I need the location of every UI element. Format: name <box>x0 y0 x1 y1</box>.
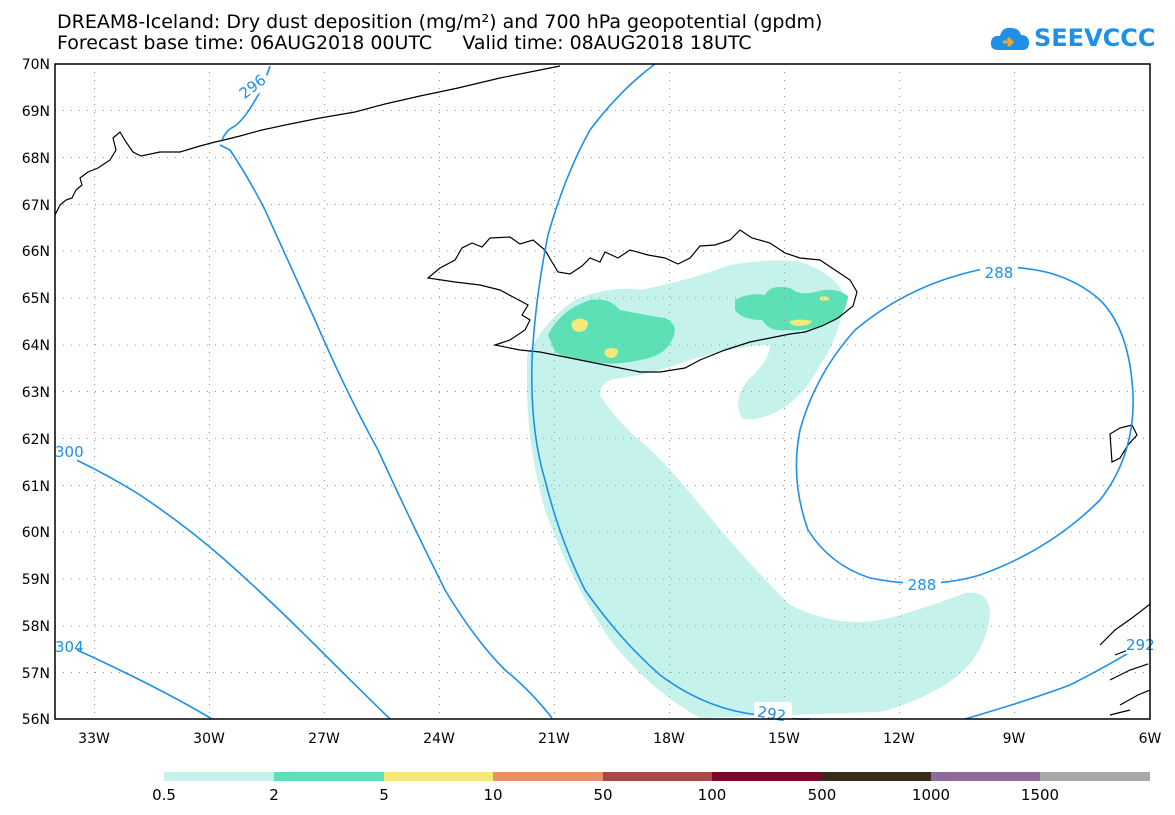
legend-swatch-7 <box>822 772 931 781</box>
lon-label-9w: 9W <box>1003 731 1026 747</box>
legend-swatch-8 <box>931 772 1040 781</box>
legend-label-50: 50 <box>593 786 613 804</box>
lat-label-62n: 62N <box>22 432 50 448</box>
map-title: DREAM8-Iceland: Dry dust deposition (mg/… <box>57 11 823 33</box>
legend-swatch-1 <box>164 772 274 781</box>
contour-292 <box>530 63 811 720</box>
scotland-coast <box>1099 603 1151 716</box>
dust-area-high-3 <box>789 319 812 326</box>
greenland-coast <box>54 65 561 216</box>
lat-label-63n: 63N <box>22 385 50 401</box>
lat-label-69n: 69N <box>22 104 50 120</box>
contour-304 <box>54 639 213 720</box>
contour-label-288-top: 288 <box>985 264 1014 282</box>
lat-label-70n: 70N <box>22 57 50 73</box>
contour-300 <box>54 449 391 720</box>
legend-label-500: 500 <box>807 786 837 804</box>
lat-label-67n: 67N <box>22 198 50 214</box>
legend-label-0-5: 0.5 <box>152 786 176 804</box>
lat-label-58n: 58N <box>22 619 50 635</box>
contour-label-292-east: 292 <box>1126 636 1155 654</box>
lat-label-61n: 61N <box>22 479 50 495</box>
lat-label-59n: 59N <box>22 572 50 588</box>
lon-label-18w: 18W <box>653 731 685 747</box>
cloud-icon <box>990 27 1029 50</box>
lon-label-15w: 15W <box>768 731 800 747</box>
contour-292-east <box>964 639 1151 720</box>
dust-area-light <box>527 260 990 718</box>
dust-area-medium-2 <box>735 286 848 331</box>
lon-label-21w: 21W <box>538 731 570 747</box>
logo-text: SEEVCCC <box>1034 24 1156 52</box>
dust-area-medium-1 <box>548 299 675 364</box>
legend-swatch-3 <box>384 772 493 781</box>
lon-label-12w: 12W <box>883 731 915 747</box>
legend-swatch-2 <box>274 772 384 781</box>
dust-area-high-2 <box>604 348 618 358</box>
legend-label-100: 100 <box>697 786 727 804</box>
lat-label-57n: 57N <box>22 666 50 682</box>
lat-label-56n: 56N <box>22 712 50 728</box>
contour-296 <box>219 144 553 719</box>
seevccc-logo: SEEVCCC <box>990 18 1156 58</box>
lat-label-64n: 64N <box>22 338 50 354</box>
legend-swatch-5 <box>603 772 712 781</box>
lat-label-66n: 66N <box>22 244 50 260</box>
legend-label-1500: 1500 <box>1020 786 1060 804</box>
lat-label-68n: 68N <box>22 151 50 167</box>
contour-288 <box>795 266 1134 585</box>
dust-area-high-4 <box>820 296 830 301</box>
legend-label-2: 2 <box>269 786 279 804</box>
contour-label-292: 292 <box>756 703 787 726</box>
dust-area-high-1 <box>571 318 588 332</box>
lat-label-60n: 60N <box>22 525 50 541</box>
lat-labels: 70N 69N 68N 67N 66N 65N 64N 63N 62N 61N … <box>22 57 50 728</box>
contour-label-304: 304 <box>55 638 84 656</box>
contour-label-300: 300 <box>55 443 84 461</box>
iceland-coast <box>426 229 858 373</box>
map-subtitle: Forecast base time: 06AUG2018 00UTC Vali… <box>57 32 752 54</box>
lon-labels: 33W 30W 27W 24W 21W 18W 15W 12W 9W 6W <box>78 731 1161 747</box>
faroe-islands <box>1109 424 1138 463</box>
lon-label-30w: 30W <box>193 731 225 747</box>
map-frame <box>54 63 1151 720</box>
legend-swatch-6 <box>712 772 822 781</box>
legend-colorbar <box>164 772 1150 781</box>
lon-label-24w: 24W <box>423 731 455 747</box>
lat-label-65n: 65N <box>22 291 50 307</box>
legend-label-5: 5 <box>379 786 389 804</box>
contour-label-288-bottom: 288 <box>908 576 937 594</box>
legend-swatch-9 <box>1040 772 1150 781</box>
lon-label-6w: 6W <box>1139 731 1162 747</box>
legend-label-10: 10 <box>483 786 503 804</box>
geopotential-contours <box>54 63 1151 720</box>
dust-deposition-field <box>527 260 990 718</box>
lon-label-27w: 27W <box>308 731 340 747</box>
lon-label-33w: 33W <box>78 731 110 747</box>
legend-label-1000: 1000 <box>911 786 951 804</box>
legend-swatch-4 <box>493 772 603 781</box>
